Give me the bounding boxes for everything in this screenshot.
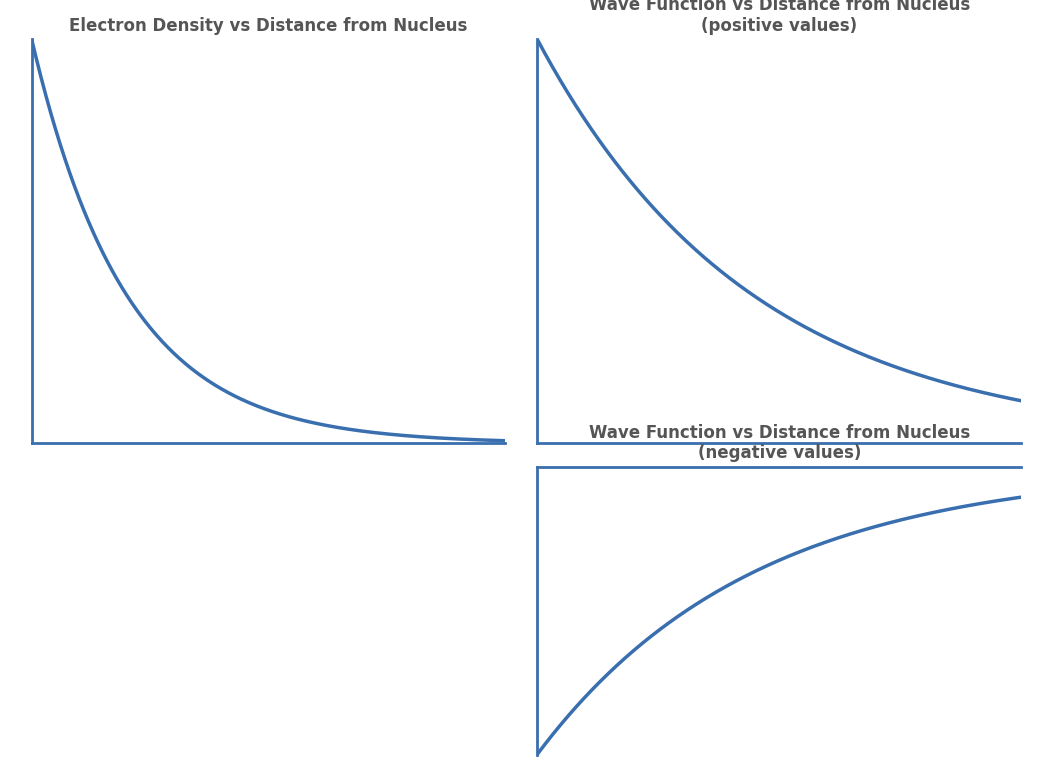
Title: Wave Function vs Distance from Nucleus
(negative values): Wave Function vs Distance from Nucleus (… xyxy=(589,424,970,462)
Title: Electron Density vs Distance from Nucleus: Electron Density vs Distance from Nucleu… xyxy=(69,16,468,34)
Title: Wave Function vs Distance from Nucleus
(positive values): Wave Function vs Distance from Nucleus (… xyxy=(589,0,970,34)
